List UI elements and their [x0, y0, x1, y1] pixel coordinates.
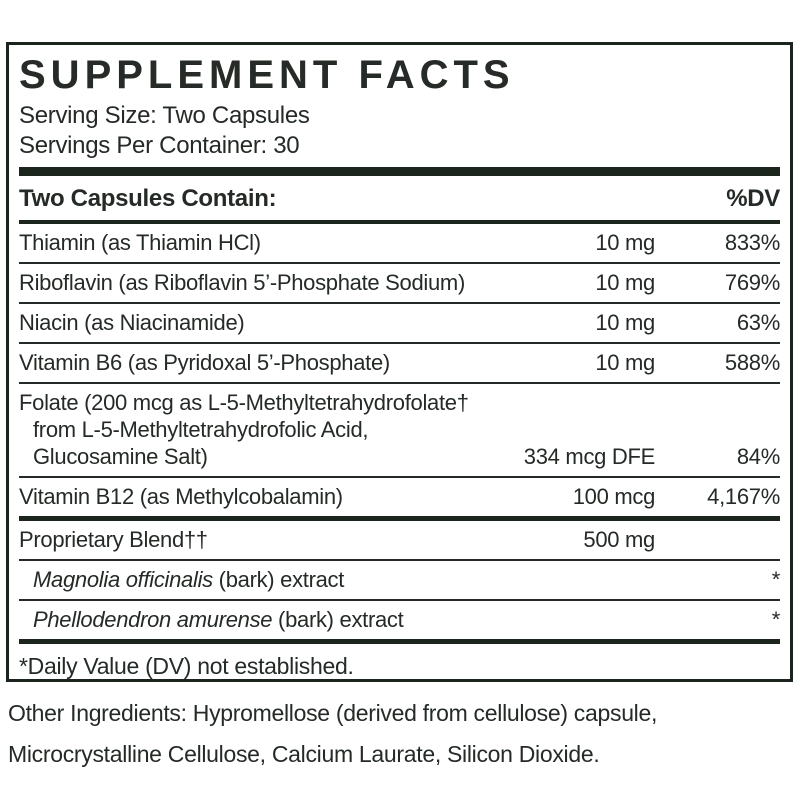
blend-item-dv: *: [771, 607, 781, 632]
nutrient-name-line: Folate (200 mcg as L-5-Methyltetrahydrof…: [19, 390, 469, 415]
botanical-latin-name: Phellodendron amurense: [33, 607, 273, 632]
row-divider: [19, 559, 780, 561]
nutrient-dv: 84%: [736, 444, 780, 469]
header-underline: [19, 220, 780, 224]
servings-per-container-text: Servings Per Container: 30: [19, 132, 300, 159]
row-divider: [19, 476, 780, 478]
nutrient-amount: 10 mg: [595, 230, 655, 255]
nutrient-amount: 334 mcg DFE: [523, 444, 656, 469]
proprietary-blend-row: Proprietary Blend†† 500 mg: [19, 521, 780, 559]
panel-title: SUPPLEMENT FACTS: [19, 53, 515, 97]
botanical-latin-name: Magnolia officinalis: [33, 567, 213, 592]
row-divider: [19, 382, 780, 384]
thick-divider-top: [19, 167, 780, 176]
blend-item-name: Magnolia officinalis (bark) extract: [33, 567, 345, 592]
footnote-divider: [19, 639, 780, 644]
daily-value-footnote: *Daily Value (DV) not established.: [19, 653, 354, 679]
supplement-facts-panel: SUPPLEMENT FACTS Serving Size: Two Capsu…: [6, 42, 793, 682]
nutrient-amount: 100 mcg: [572, 484, 656, 509]
nutrient-name-line: Glucosamine Salt): [33, 444, 208, 469]
table-header-dv-label: %DV: [726, 185, 780, 212]
blend-item-row: Magnolia officinalis (bark) extract *: [19, 561, 780, 599]
nutrient-name: Folate (200 mcg as L-5-Methyltetrahydrof…: [19, 389, 505, 470]
nutrient-amount: 10 mg: [595, 310, 655, 335]
blend-section-divider: [19, 516, 780, 521]
nutrient-row: Thiamin (as Thiamin HCl) 10 mg 833%: [19, 224, 780, 262]
blend-item-rows: Magnolia officinalis (bark) extract * Phel…: [19, 559, 780, 639]
table-header-row: Two Capsules Contain: %DV: [19, 176, 780, 220]
nutrient-dv: 588%: [724, 350, 780, 375]
nutrient-amount: 10 mg: [595, 350, 655, 375]
nutrient-amount: 10 mg: [595, 270, 655, 295]
serving-size-text: Serving Size: Two Capsules: [19, 102, 310, 129]
nutrient-row: Niacin (as Niacinamide) 10 mg 63%: [19, 304, 780, 342]
other-ingredients-text: Other Ingredients: Hypromellose (derived…: [8, 700, 658, 767]
nutrient-name: Vitamin B6 (as Pyridoxal 5’-Phosphate): [19, 350, 390, 375]
nutrient-row: Vitamin B12 (as Methylcobalamin) 100 mcg 4…: [19, 478, 780, 516]
nutrient-dv: 63%: [736, 310, 780, 335]
nutrient-name: Thiamin (as Thiamin HCl): [19, 230, 261, 255]
blend-item-row: Phellodendron amurense (bark) extract *: [19, 601, 780, 639]
table-header-contain-label: Two Capsules Contain:: [19, 185, 277, 212]
blend-item-name: Phellodendron amurense (bark) extract: [33, 607, 404, 632]
nutrient-name: Vitamin B12 (as Methylcobalamin): [19, 484, 343, 509]
nutrient-name: Riboflavin (as Riboflavin 5’-Phosphate S…: [19, 270, 465, 295]
nutrient-row: Folate (200 mcg as L-5-Methyltetrahydrof…: [19, 384, 780, 476]
blend-name: Proprietary Blend††: [19, 527, 208, 552]
nutrient-dv: 769%: [724, 270, 780, 295]
nutrient-rows: Thiamin (as Thiamin HCl) 10 mg 833% Ribofla…: [19, 224, 780, 516]
blend-amount: 500 mg: [583, 527, 655, 552]
row-divider: [19, 262, 780, 264]
nutrient-name-line: from L-5-Methyltetrahydrofolic Acid,: [33, 417, 369, 442]
row-divider: [19, 599, 780, 601]
nutrient-row: Riboflavin (as Riboflavin 5’-Phosphate S…: [19, 264, 780, 302]
nutrient-name: Niacin (as Niacinamide): [19, 310, 245, 335]
row-divider: [19, 342, 780, 344]
nutrient-dv: 833%: [724, 230, 780, 255]
row-divider: [19, 302, 780, 304]
nutrient-row: Vitamin B6 (as Pyridoxal 5’-Phosphate) 10…: [19, 344, 780, 382]
blend-item-dv: *: [771, 567, 781, 592]
nutrient-dv: 4,167%: [707, 484, 780, 509]
